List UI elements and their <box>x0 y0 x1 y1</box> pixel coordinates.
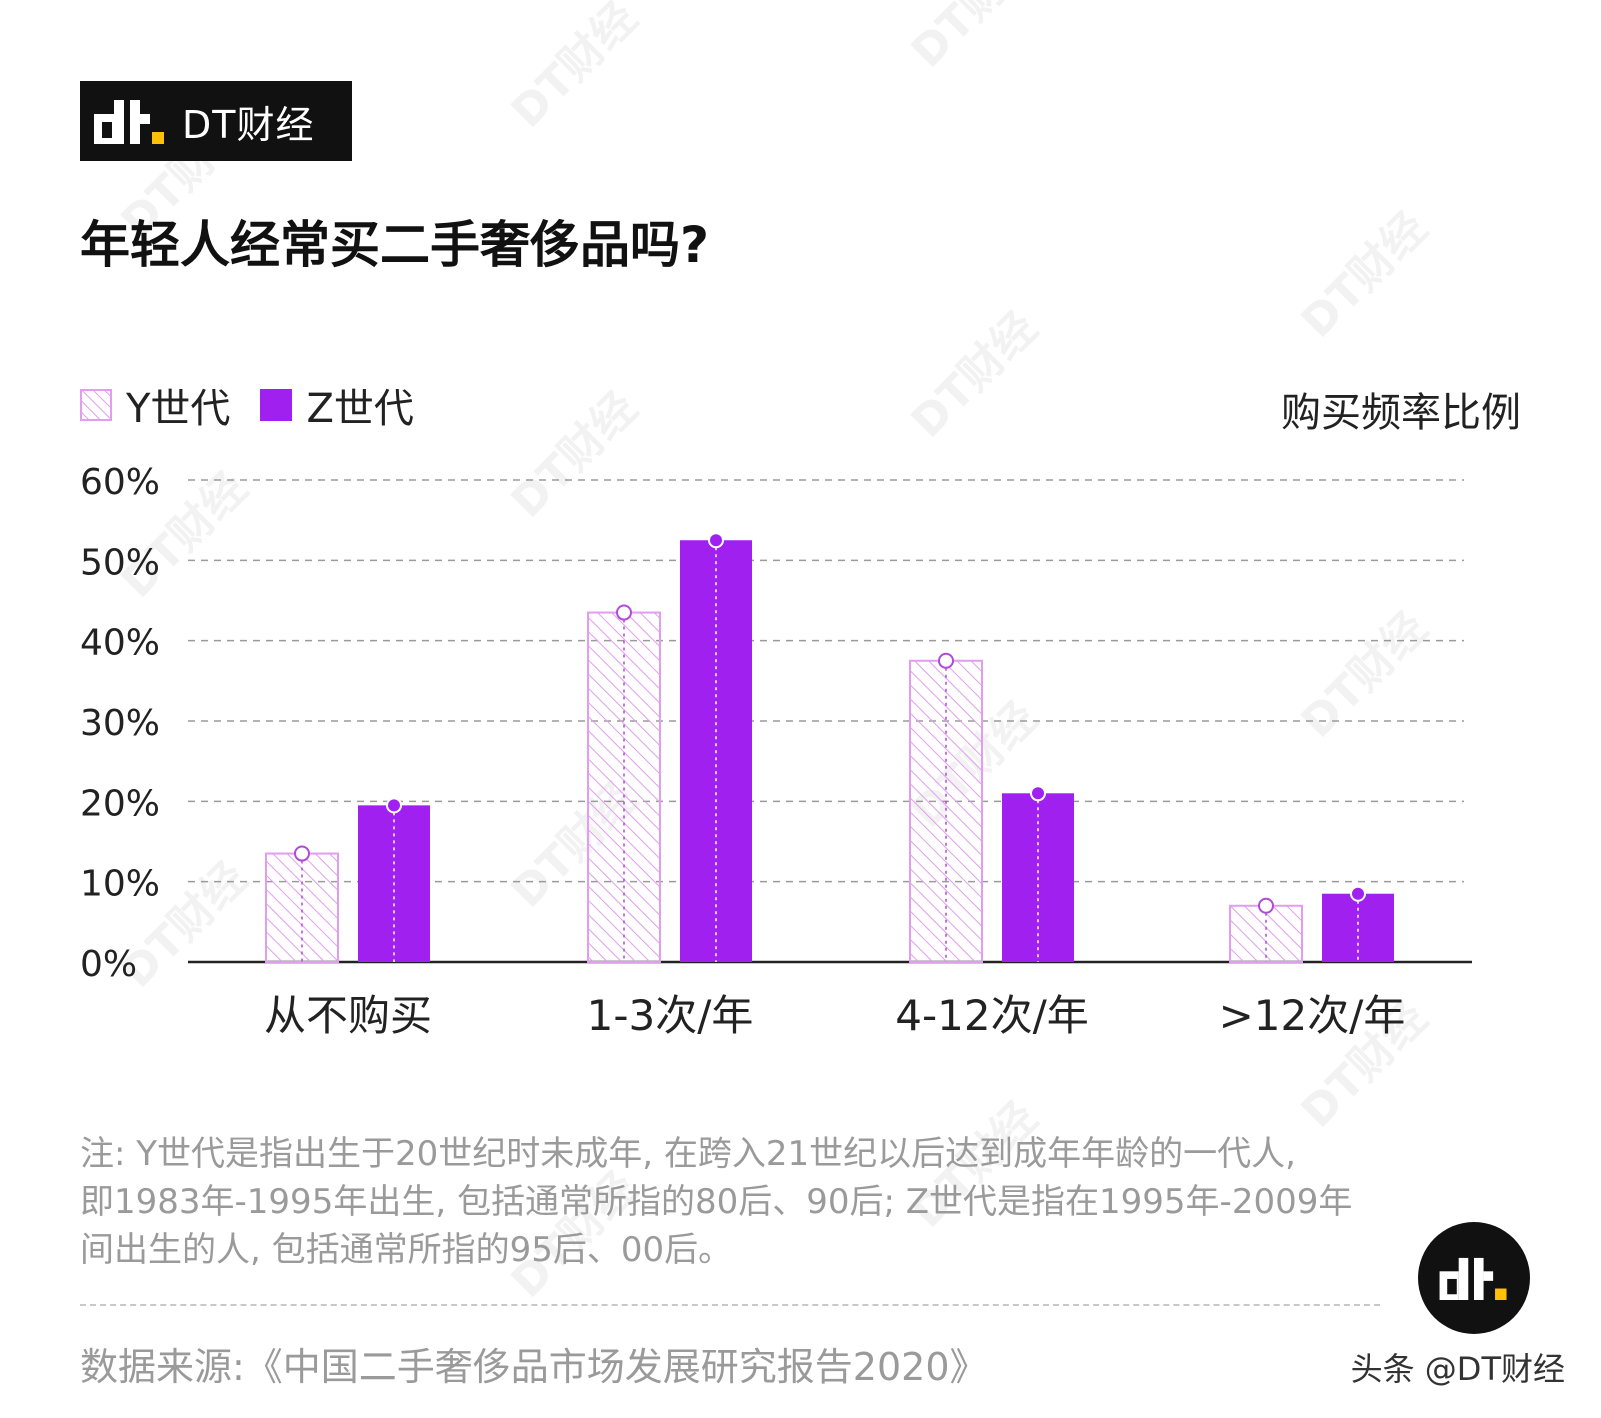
footnote-line: 间出生的人, 包括通常所指的95后、00后。 <box>80 1230 733 1270</box>
bar-chart: 0% 10% 20% 30% 40% 50% 60% 从不购买 1-3次/年 4-12次/年 >12… <box>80 462 1472 1040</box>
watermark-text: DT财经 <box>502 0 647 138</box>
footnote-line: 注: Y世代是指出生于20世纪时未成年, 在跨入21世纪以后达到成年年龄的一代人… <box>80 1134 1296 1174</box>
legend-swatch-hatched <box>80 389 112 421</box>
footnote: 注: Y世代是指出生于20世纪时未成年, 在跨入21世纪以后达到成年年龄的一代人… <box>80 1130 1420 1274</box>
legend-item-y: Y世代 <box>80 376 230 434</box>
legend-label-z: Z世代 <box>306 386 414 432</box>
bar-y-gen <box>909 659 983 963</box>
y-tick-label: 40% <box>80 623 160 664</box>
bar-top-marker <box>1030 785 1046 802</box>
bar-top-marker <box>1258 897 1274 914</box>
footnote-line: 即1983年-1995年出生, 包括通常所指的80后、90后; Z世代是指在19… <box>80 1182 1353 1222</box>
y-tick-label: 20% <box>80 783 160 824</box>
y-tick-label: 30% <box>80 703 160 744</box>
brand-header: DT财经 <box>80 81 352 161</box>
bar-top-marker <box>294 845 310 862</box>
y-tick-label: 10% <box>80 864 160 905</box>
bar-top-marker <box>938 652 954 669</box>
watermark-text: DT财经 <box>902 0 1047 78</box>
y-tick-label: 0% <box>80 944 137 985</box>
platform-credit: 头条 @DT财经 <box>1350 1350 1565 1388</box>
divider <box>80 1304 1380 1306</box>
x-category-label: 1-3次/年 <box>587 991 754 1040</box>
brand-name: DT财经 <box>182 102 315 147</box>
bar-top-marker <box>616 604 632 621</box>
y-tick-label: 60% <box>80 462 160 503</box>
chart-legend: Y世代 Z世代 <box>80 380 444 432</box>
x-category-label: 4-12次/年 <box>895 991 1088 1040</box>
legend-label-y: Y世代 <box>126 386 231 432</box>
bar-y-gen <box>265 852 339 963</box>
chart-title: 年轻人经常买二手奢侈品吗? <box>80 216 710 274</box>
dt-logo-icon <box>94 98 166 144</box>
legend-swatch-solid <box>260 389 293 421</box>
data-source: 数据来源:《中国二手奢侈品市场发展研究报告2020》 <box>80 1345 988 1389</box>
watermark-text: DT财经 <box>1292 202 1437 347</box>
bar-top-marker <box>1350 885 1366 902</box>
chart-subtitle: 购买频率比例 <box>1281 390 1521 436</box>
x-category-label: >12次/年 <box>1219 991 1406 1040</box>
bar-top-marker <box>386 797 402 814</box>
bar-y-gen <box>587 611 661 964</box>
legend-item-z: Z世代 <box>260 376 414 434</box>
y-tick-label: 50% <box>80 542 160 583</box>
bar-top-marker <box>708 532 724 549</box>
dt-corner-logo-icon <box>1418 1222 1530 1334</box>
watermark-text: DT财经 <box>902 302 1047 447</box>
x-category-label: 从不购买 <box>264 991 432 1040</box>
